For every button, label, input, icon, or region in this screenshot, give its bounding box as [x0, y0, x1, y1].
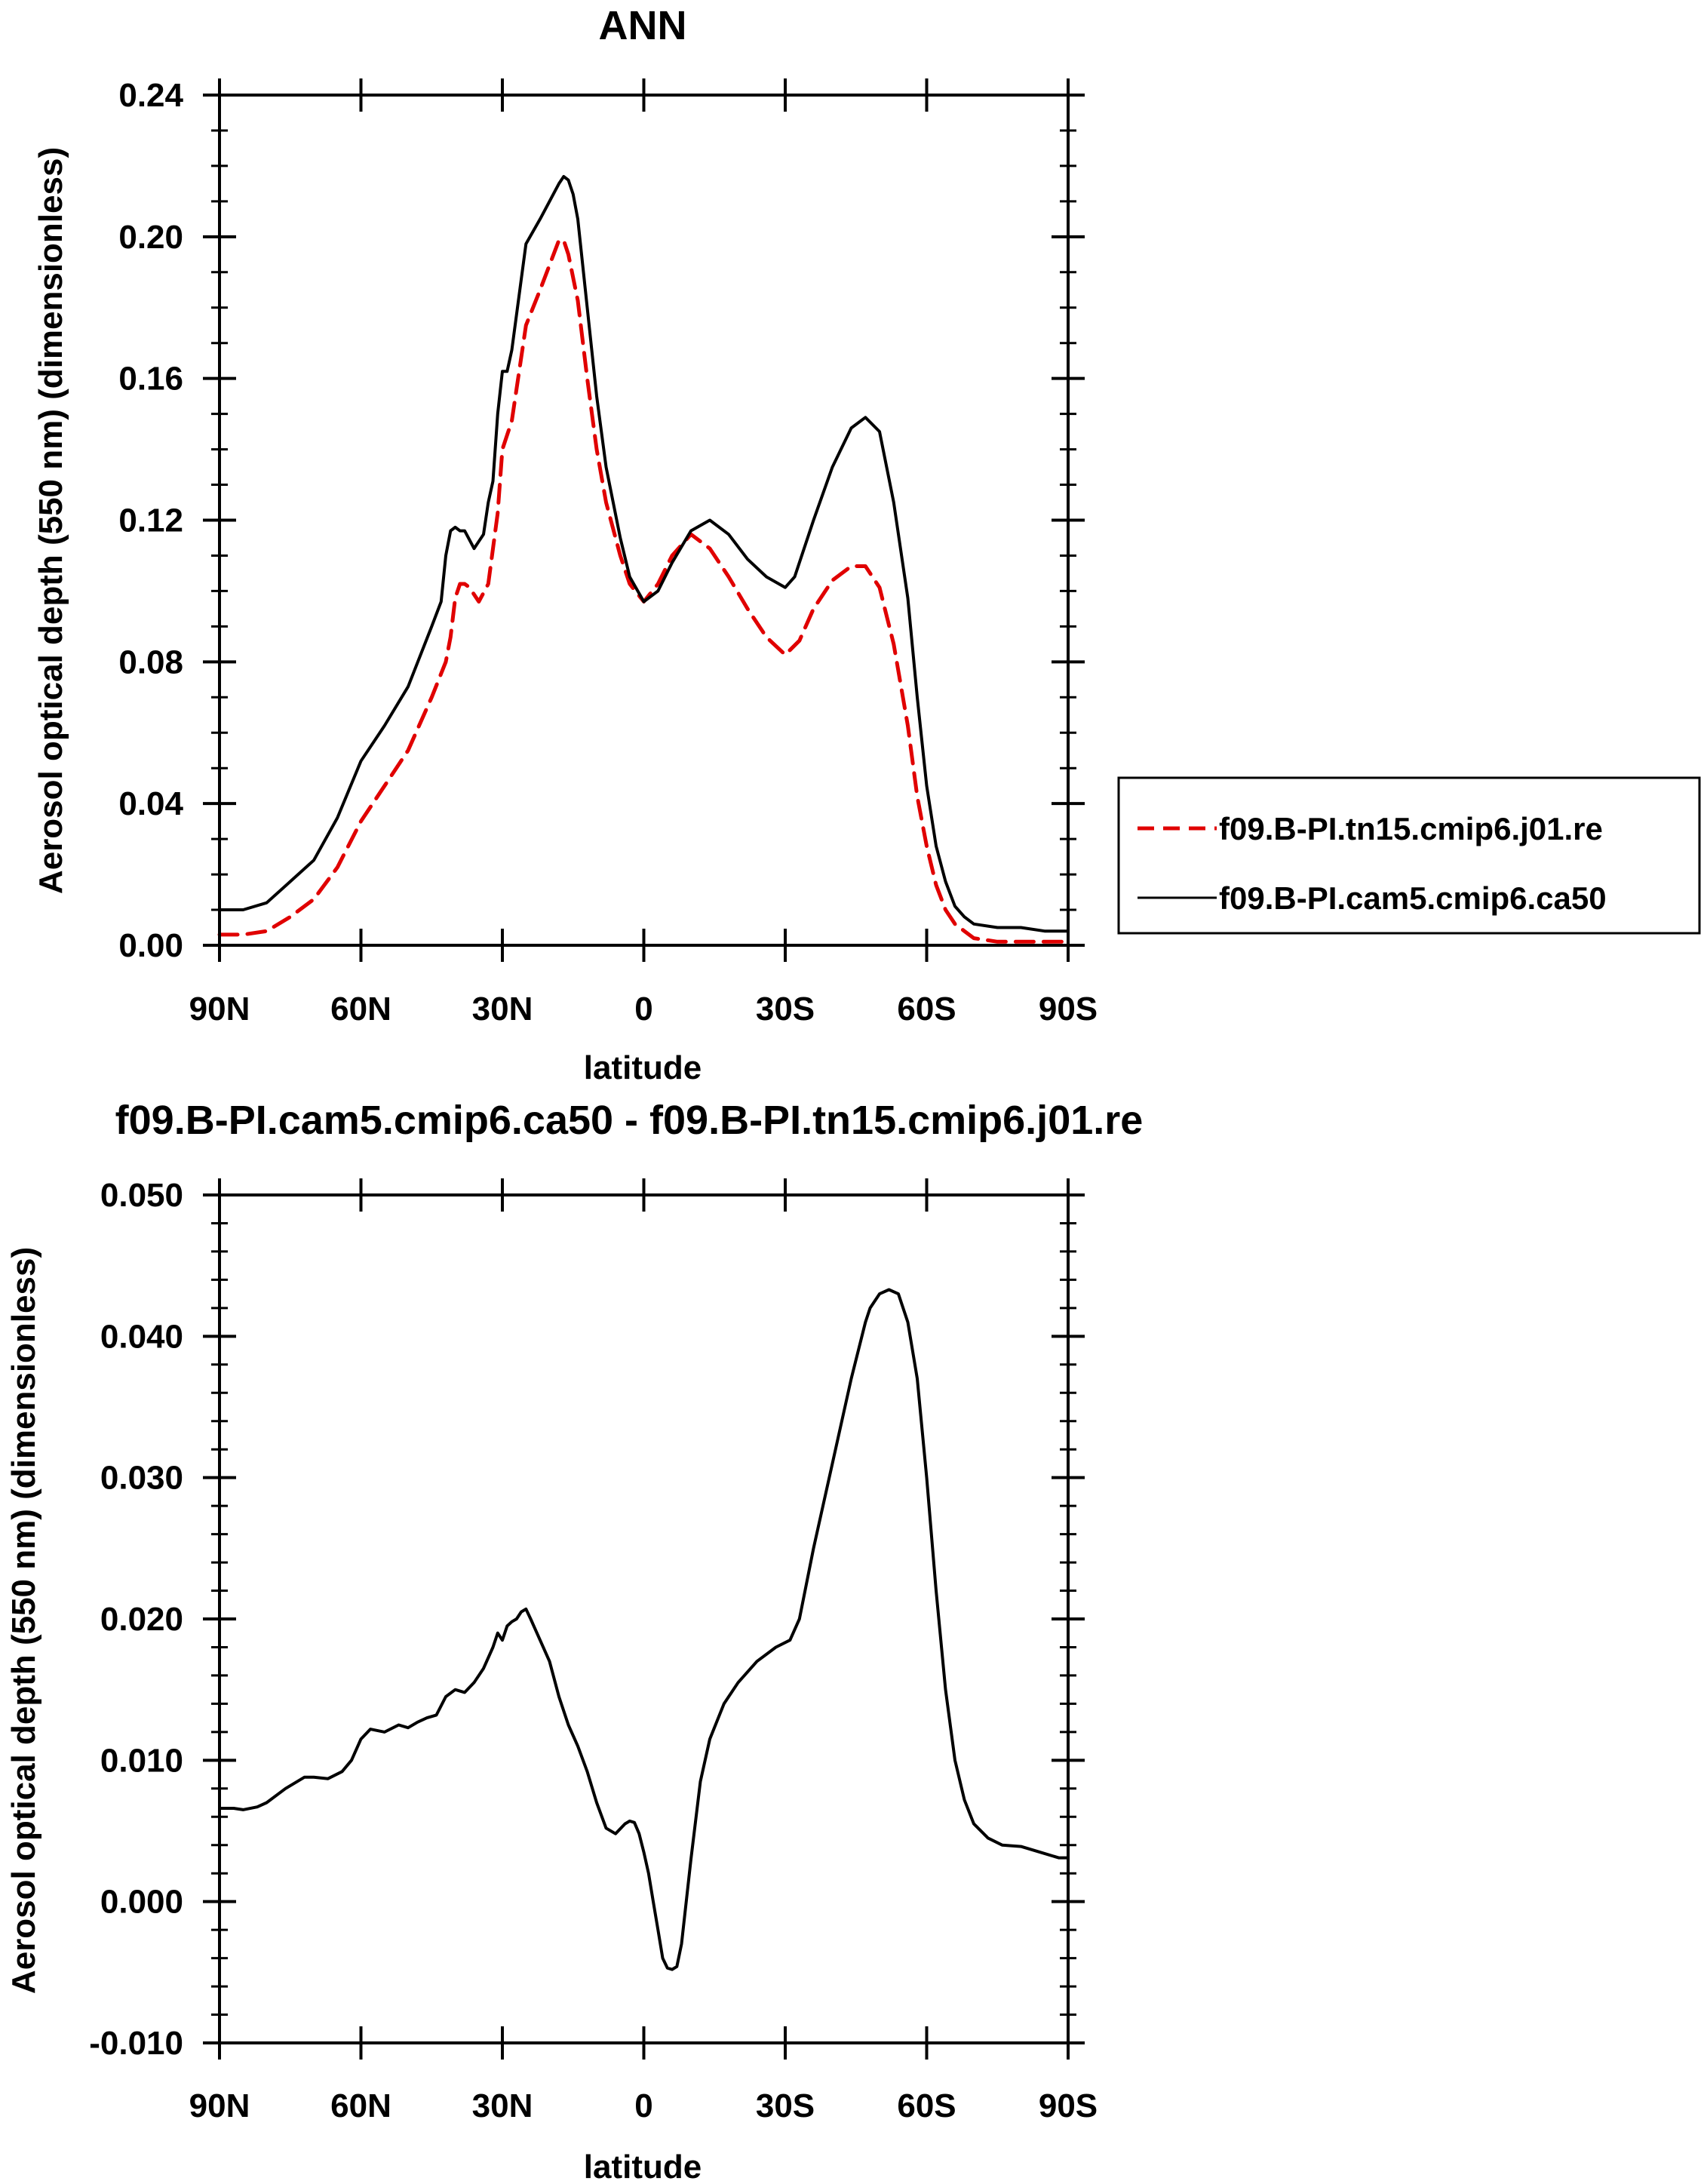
- legend-box: [1117, 776, 1701, 935]
- bottom-y-tick-label: 0.010: [100, 1742, 183, 1779]
- bottom-x-tick-label: 30N: [472, 2087, 533, 2124]
- top-x-tick-label: 30N: [472, 991, 533, 1027]
- bottom-x-tick-label: 60N: [330, 2087, 391, 2124]
- bottom-x-tick-label: 90S: [1039, 2087, 1098, 2124]
- bottom-y-tick-label: 0.000: [100, 1884, 183, 1921]
- bottom-series-line-0: [218, 1288, 1070, 1971]
- bottom-chart-title: f09.B-PI.cam5.cmip6.ca50 - f09.B-PI.tn15…: [115, 1098, 1144, 1143]
- top-x-ticks: 90N 60N 30N 0 30S 60S 90S: [189, 78, 1098, 1027]
- bottom-y-tick-label: 0.030: [100, 1460, 183, 1497]
- bottom-panel: f09.B-PI.cam5.cmip6.ca50 - f09.B-PI.tn15…: [5, 1098, 1143, 2184]
- bottom-y-ticks: -0.010 0.000 0.010 0.020 0.030 0.040 0.050: [89, 1177, 1085, 2062]
- top-y-tick-label: 0.00: [118, 927, 183, 964]
- top-x-tick-label: 60S: [897, 991, 956, 1027]
- bottom-plot-frame: [218, 1193, 1070, 2044]
- bottom-x-tick-label: 60S: [897, 2087, 956, 2124]
- bottom-series-group: [218, 1288, 1070, 1971]
- bottom-y-tick-label: 0.050: [100, 1177, 183, 1214]
- legend-label-tn15: f09.B-PI.tn15.cmip6.j01.re: [1219, 811, 1603, 846]
- bottom-y-tick-label: 0.040: [100, 1318, 183, 1355]
- bottom-x-tick-label: 90N: [189, 2087, 250, 2124]
- top-x-tick-label: 60N: [330, 991, 391, 1027]
- bottom-y-axis-label: Aerosol optical depth (550 nm) (dimensio…: [5, 1247, 42, 1994]
- bottom-x-tick-label: 30S: [756, 2087, 815, 2124]
- top-chart-title: ANN: [599, 3, 687, 48]
- top-x-tick-label: 90S: [1039, 991, 1098, 1027]
- top-x-tick-label: 30S: [756, 991, 815, 1027]
- bottom-x-tick-label: 0: [634, 2087, 652, 2124]
- top-plot-frame: [218, 94, 1070, 947]
- top-series-line-0: [217, 238, 1070, 944]
- top-y-tick-label: 0.04: [118, 785, 183, 822]
- top-y-axis-label: Aerosol optical depth (550 nm) (dimensio…: [32, 147, 69, 894]
- bottom-x-axis-label: latitude: [584, 2149, 702, 2184]
- top-x-axis-label: latitude: [584, 1049, 702, 1086]
- top-series-group: [217, 175, 1070, 944]
- top-y-tick-label: 0.12: [118, 502, 183, 539]
- bottom-x-ticks: 90N 60N 30N 0 30S 60S 90S: [189, 1178, 1098, 2124]
- legend: f09.B-PI.tn15.cmip6.j01.re f09.B-PI.cam5…: [1117, 776, 1701, 935]
- bottom-y-tick-label: 0.020: [100, 1601, 183, 1638]
- top-x-tick-label: 90N: [189, 991, 250, 1027]
- top-y-tick-label: 0.16: [118, 361, 183, 398]
- bottom-y-tick-label: -0.010: [89, 2025, 183, 2062]
- top-y-tick-label: 0.20: [118, 219, 183, 256]
- top-x-tick-label: 0: [634, 991, 652, 1027]
- legend-label-ca50: f09.B-PI.cam5.cmip6.ca50: [1219, 880, 1607, 916]
- top-y-tick-label: 0.08: [118, 644, 183, 680]
- top-y-tick-label: 0.24: [118, 77, 183, 114]
- top-y-ticks: 0.00 0.04 0.08 0.12 0.16 0.20 0.24: [118, 77, 1085, 964]
- top-series-line-1: [218, 175, 1070, 933]
- top-panel: ANN 0.00 0.04 0.08 0.12 0.16 0.20 0.24 90N 60N 3…: [32, 3, 1098, 1086]
